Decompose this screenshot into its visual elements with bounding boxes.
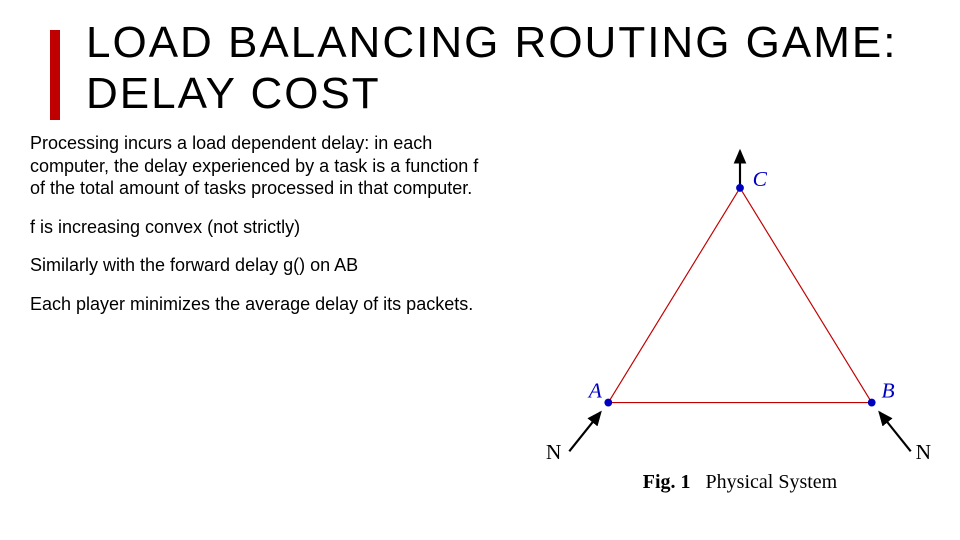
paragraph: Processing incurs a load dependent delay… xyxy=(30,132,490,200)
label-N-left: N xyxy=(546,440,562,464)
paragraph: Similarly with the forward delay g() on … xyxy=(30,254,490,277)
figure: A B C N N Fig. 1 Physical System xyxy=(540,140,940,500)
node-A xyxy=(604,399,612,407)
node-C xyxy=(736,184,744,192)
paragraph: f is increasing convex (not strictly) xyxy=(30,216,490,239)
arrow-into-B xyxy=(880,412,911,451)
slide: LOAD BALANCING ROUTING GAME: DELAY COST … xyxy=(0,0,960,540)
edge-BC xyxy=(740,188,872,403)
slide-title: LOAD BALANCING ROUTING GAME: DELAY COST xyxy=(86,18,920,119)
triangle-diagram: A B C N N xyxy=(540,140,940,470)
edge-AC xyxy=(608,188,740,403)
figure-caption: Fig. 1 Physical System xyxy=(540,471,940,494)
paragraph: Each player minimizes the average delay … xyxy=(30,293,490,316)
caption-prefix: Fig. 1 xyxy=(643,471,691,493)
title-container: LOAD BALANCING ROUTING GAME: DELAY COST xyxy=(50,18,920,119)
arrow-into-A xyxy=(569,412,600,451)
label-A: A xyxy=(587,379,603,403)
label-C: C xyxy=(753,167,768,191)
label-B: B xyxy=(881,379,894,403)
label-N-right: N xyxy=(916,440,932,464)
body-text: Processing incurs a load dependent delay… xyxy=(30,132,490,331)
node-B xyxy=(868,399,876,407)
caption-text: Physical System xyxy=(706,471,838,493)
